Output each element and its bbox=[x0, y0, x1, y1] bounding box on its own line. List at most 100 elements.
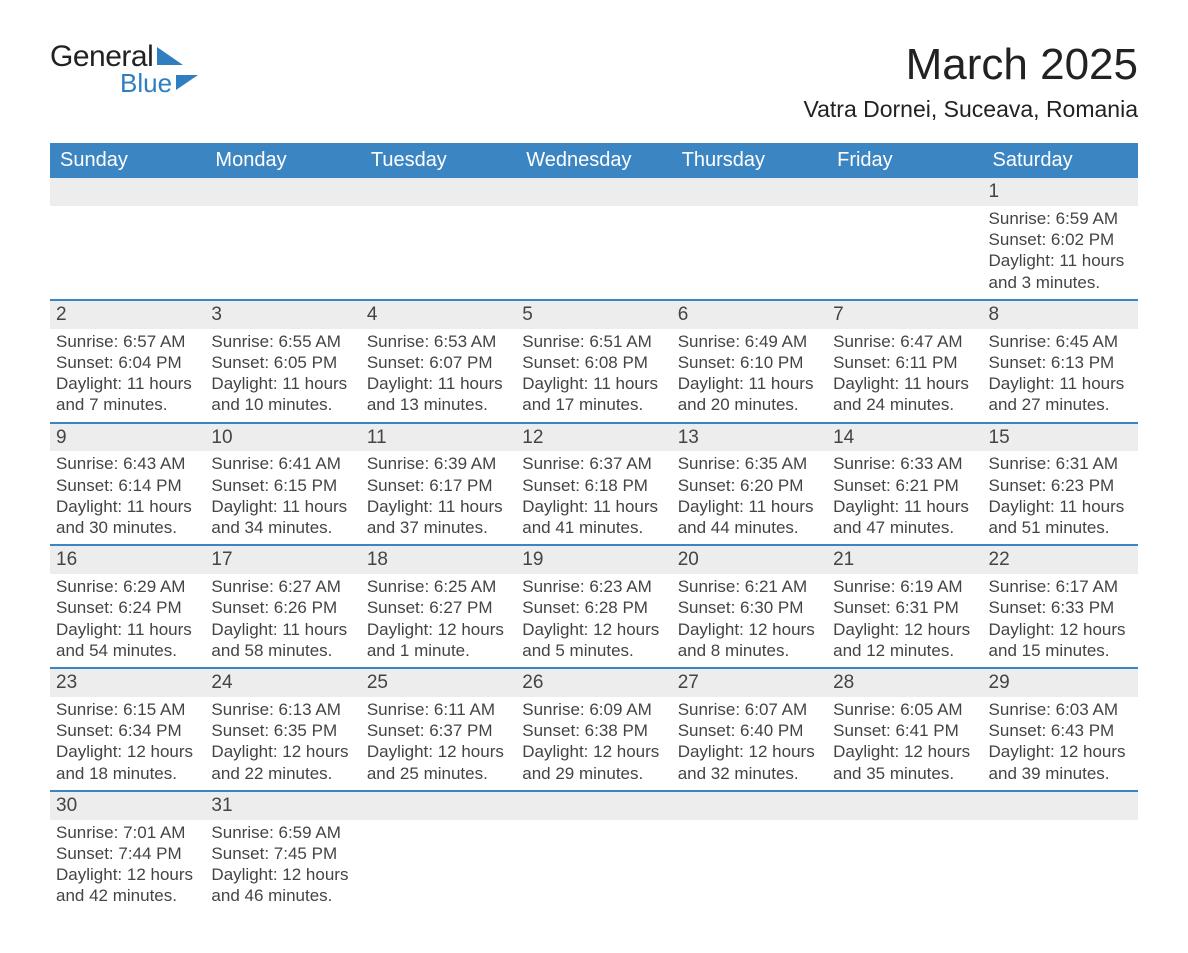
day-number: 9 bbox=[50, 424, 205, 452]
calendar-row: 23Sunrise: 6:15 AMSunset: 6:34 PMDayligh… bbox=[50, 667, 1138, 790]
cell-sunset: Sunset: 6:30 PM bbox=[678, 597, 821, 618]
cell-daylight2: and 37 minutes. bbox=[367, 517, 510, 538]
cell-sunset: Sunset: 6:21 PM bbox=[833, 475, 976, 496]
cell-daylight1: Daylight: 12 hours bbox=[211, 864, 354, 885]
cell-daylight2: and 58 minutes. bbox=[211, 640, 354, 661]
cell-sunset: Sunset: 6:02 PM bbox=[989, 229, 1132, 250]
cell-sunset: Sunset: 6:10 PM bbox=[678, 352, 821, 373]
calendar-cell bbox=[672, 792, 827, 913]
day-number: 18 bbox=[361, 546, 516, 574]
calendar-cell: 8Sunrise: 6:45 AMSunset: 6:13 PMDaylight… bbox=[983, 301, 1138, 422]
day-number: 26 bbox=[516, 669, 671, 697]
calendar-cell: 5Sunrise: 6:51 AMSunset: 6:08 PMDaylight… bbox=[516, 301, 671, 422]
cell-content: Sunrise: 6:23 AMSunset: 6:28 PMDaylight:… bbox=[516, 574, 671, 667]
day-number: 22 bbox=[983, 546, 1138, 574]
cell-sunset: Sunset: 6:26 PM bbox=[211, 597, 354, 618]
cell-sunrise: Sunrise: 6:47 AM bbox=[833, 331, 976, 352]
cell-sunset: Sunset: 6:28 PM bbox=[522, 597, 665, 618]
cell-sunset: Sunset: 6:08 PM bbox=[522, 352, 665, 373]
cell-sunset: Sunset: 6:40 PM bbox=[678, 720, 821, 741]
cell-daylight1: Daylight: 12 hours bbox=[833, 619, 976, 640]
cell-daylight1: Daylight: 11 hours bbox=[678, 373, 821, 394]
cell-content: Sunrise: 6:09 AMSunset: 6:38 PMDaylight:… bbox=[516, 697, 671, 790]
cell-daylight2: and 29 minutes. bbox=[522, 763, 665, 784]
cell-sunrise: Sunrise: 6:21 AM bbox=[678, 576, 821, 597]
cell-daylight2: and 54 minutes. bbox=[56, 640, 199, 661]
cell-sunset: Sunset: 6:24 PM bbox=[56, 597, 199, 618]
weekday-header: Sunday bbox=[50, 143, 205, 178]
cell-daylight2: and 15 minutes. bbox=[989, 640, 1132, 661]
cell-content: Sunrise: 6:19 AMSunset: 6:31 PMDaylight:… bbox=[827, 574, 982, 667]
weekday-header: Friday bbox=[827, 143, 982, 178]
logo-text-2: Blue bbox=[120, 68, 172, 99]
cell-sunrise: Sunrise: 6:59 AM bbox=[211, 822, 354, 843]
cell-content: Sunrise: 6:21 AMSunset: 6:30 PMDaylight:… bbox=[672, 574, 827, 667]
cell-content: Sunrise: 6:05 AMSunset: 6:41 PMDaylight:… bbox=[827, 697, 982, 790]
cell-daylight2: and 24 minutes. bbox=[833, 394, 976, 415]
cell-sunset: Sunset: 6:14 PM bbox=[56, 475, 199, 496]
cell-daylight2: and 20 minutes. bbox=[678, 394, 821, 415]
cell-daylight1: Daylight: 11 hours bbox=[211, 373, 354, 394]
logo-triangle-icon bbox=[157, 47, 183, 65]
calendar-cell: 3Sunrise: 6:55 AMSunset: 6:05 PMDaylight… bbox=[205, 301, 360, 422]
calendar-header: SundayMondayTuesdayWednesdayThursdayFrid… bbox=[50, 143, 1138, 178]
day-number: 24 bbox=[205, 669, 360, 697]
cell-content: Sunrise: 6:31 AMSunset: 6:23 PMDaylight:… bbox=[983, 451, 1138, 544]
cell-daylight2: and 30 minutes. bbox=[56, 517, 199, 538]
calendar-row: 1Sunrise: 6:59 AMSunset: 6:02 PMDaylight… bbox=[50, 178, 1138, 299]
cell-content: Sunrise: 6:11 AMSunset: 6:37 PMDaylight:… bbox=[361, 697, 516, 790]
cell-sunrise: Sunrise: 6:39 AM bbox=[367, 453, 510, 474]
cell-content: Sunrise: 7:01 AMSunset: 7:44 PMDaylight:… bbox=[50, 820, 205, 913]
cell-daylight2: and 8 minutes. bbox=[678, 640, 821, 661]
cell-content: Sunrise: 6:55 AMSunset: 6:05 PMDaylight:… bbox=[205, 329, 360, 422]
day-number: 30 bbox=[50, 792, 205, 820]
cell-daylight1: Daylight: 12 hours bbox=[522, 741, 665, 762]
cell-sunrise: Sunrise: 6:33 AM bbox=[833, 453, 976, 474]
cell-daylight2: and 42 minutes. bbox=[56, 885, 199, 906]
cell-content: Sunrise: 6:17 AMSunset: 6:33 PMDaylight:… bbox=[983, 574, 1138, 667]
day-number: 11 bbox=[361, 424, 516, 452]
cell-content: Sunrise: 6:53 AMSunset: 6:07 PMDaylight:… bbox=[361, 329, 516, 422]
cell-content: Sunrise: 6:39 AMSunset: 6:17 PMDaylight:… bbox=[361, 451, 516, 544]
calendar-cell: 19Sunrise: 6:23 AMSunset: 6:28 PMDayligh… bbox=[516, 546, 671, 667]
cell-content: Sunrise: 6:13 AMSunset: 6:35 PMDaylight:… bbox=[205, 697, 360, 790]
day-number: 23 bbox=[50, 669, 205, 697]
cell-sunset: Sunset: 6:17 PM bbox=[367, 475, 510, 496]
calendar-row: 30Sunrise: 7:01 AMSunset: 7:44 PMDayligh… bbox=[50, 790, 1138, 913]
cell-daylight1: Daylight: 12 hours bbox=[989, 619, 1132, 640]
cell-daylight1: Daylight: 11 hours bbox=[211, 496, 354, 517]
calendar-cell: 24Sunrise: 6:13 AMSunset: 6:35 PMDayligh… bbox=[205, 669, 360, 790]
cell-content: Sunrise: 6:33 AMSunset: 6:21 PMDaylight:… bbox=[827, 451, 982, 544]
cell-content: Sunrise: 6:49 AMSunset: 6:10 PMDaylight:… bbox=[672, 329, 827, 422]
day-number: 29 bbox=[983, 669, 1138, 697]
day-number: 16 bbox=[50, 546, 205, 574]
cell-daylight1: Daylight: 12 hours bbox=[56, 864, 199, 885]
cell-content: Sunrise: 6:37 AMSunset: 6:18 PMDaylight:… bbox=[516, 451, 671, 544]
cell-content: Sunrise: 6:03 AMSunset: 6:43 PMDaylight:… bbox=[983, 697, 1138, 790]
calendar-cell: 4Sunrise: 6:53 AMSunset: 6:07 PMDaylight… bbox=[361, 301, 516, 422]
cell-content: Sunrise: 6:47 AMSunset: 6:11 PMDaylight:… bbox=[827, 329, 982, 422]
day-number bbox=[672, 792, 827, 820]
day-number: 13 bbox=[672, 424, 827, 452]
cell-daylight2: and 3 minutes. bbox=[989, 272, 1132, 293]
cell-daylight2: and 12 minutes. bbox=[833, 640, 976, 661]
cell-daylight1: Daylight: 12 hours bbox=[678, 619, 821, 640]
calendar-cell bbox=[516, 792, 671, 913]
cell-daylight2: and 44 minutes. bbox=[678, 517, 821, 538]
calendar-cell: 14Sunrise: 6:33 AMSunset: 6:21 PMDayligh… bbox=[827, 424, 982, 545]
cell-sunrise: Sunrise: 6:27 AM bbox=[211, 576, 354, 597]
day-number: 15 bbox=[983, 424, 1138, 452]
cell-sunrise: Sunrise: 6:31 AM bbox=[989, 453, 1132, 474]
cell-sunrise: Sunrise: 6:41 AM bbox=[211, 453, 354, 474]
day-number: 20 bbox=[672, 546, 827, 574]
day-number: 12 bbox=[516, 424, 671, 452]
cell-sunrise: Sunrise: 6:53 AM bbox=[367, 331, 510, 352]
cell-sunset: Sunset: 6:11 PM bbox=[833, 352, 976, 373]
cell-daylight1: Daylight: 11 hours bbox=[56, 373, 199, 394]
cell-sunset: Sunset: 6:27 PM bbox=[367, 597, 510, 618]
day-number: 3 bbox=[205, 301, 360, 329]
cell-sunset: Sunset: 6:07 PM bbox=[367, 352, 510, 373]
day-number bbox=[50, 178, 205, 206]
cell-daylight1: Daylight: 12 hours bbox=[56, 741, 199, 762]
weekday-header: Thursday bbox=[672, 143, 827, 178]
